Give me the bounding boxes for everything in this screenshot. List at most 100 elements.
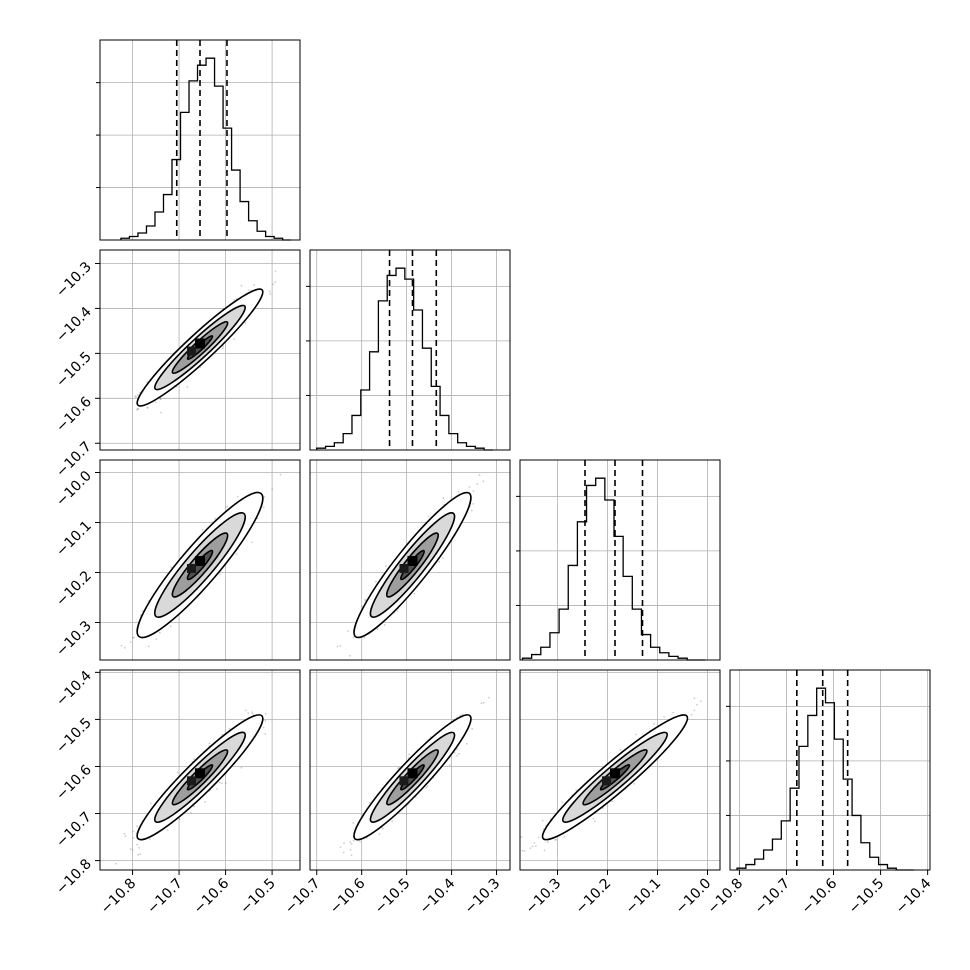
sample-point xyxy=(216,788,218,790)
sample-point xyxy=(537,836,540,839)
sample-point xyxy=(218,781,221,784)
sample-point xyxy=(663,716,665,718)
density-peak xyxy=(399,564,409,573)
sample-point xyxy=(426,785,429,787)
sample-point xyxy=(396,610,398,612)
sample-point xyxy=(339,846,342,849)
sample-point xyxy=(352,636,355,639)
sample-point xyxy=(348,654,351,657)
sample-point xyxy=(375,580,377,583)
sample-point xyxy=(453,751,456,754)
joint-inner xyxy=(520,697,702,853)
sample-point xyxy=(129,641,132,643)
sample-point xyxy=(448,764,451,766)
sample-point xyxy=(459,714,462,717)
sample-point xyxy=(193,758,195,760)
joint-panel-3-2 xyxy=(519,669,721,871)
sample-point xyxy=(349,849,352,851)
panel-frame xyxy=(309,249,511,451)
panel-frame xyxy=(99,459,301,661)
sample-point xyxy=(240,766,243,769)
sample-point xyxy=(349,841,352,844)
sample-point xyxy=(339,645,342,647)
sample-point xyxy=(159,397,162,400)
density-peak xyxy=(407,768,418,779)
sample-point xyxy=(224,782,227,785)
sample-point xyxy=(272,283,275,286)
sample-point xyxy=(141,610,144,612)
sample-point xyxy=(264,712,267,715)
sample-point xyxy=(427,515,430,518)
sample-point xyxy=(563,835,566,838)
sample-point xyxy=(123,646,126,649)
sample-point xyxy=(137,853,140,856)
joint-inner xyxy=(120,473,282,649)
hist-step-line xyxy=(736,687,914,871)
sample-point xyxy=(132,830,135,833)
sample-point xyxy=(352,822,355,824)
sample-point xyxy=(134,395,137,398)
sample-point xyxy=(218,573,221,576)
sample-point xyxy=(133,636,135,639)
sample-point xyxy=(251,711,254,714)
sample-point xyxy=(456,748,458,751)
density-peak xyxy=(195,338,205,349)
sample-point xyxy=(186,386,189,388)
sample-point xyxy=(132,837,135,839)
panel-frame xyxy=(99,249,301,451)
hist-panel-bg xyxy=(520,460,720,660)
sample-point xyxy=(136,825,138,828)
panel-frame xyxy=(99,669,301,871)
sample-point xyxy=(263,496,266,498)
sample-point xyxy=(147,645,150,648)
sample-point xyxy=(176,771,179,774)
sample-point xyxy=(425,786,428,789)
sample-point xyxy=(115,862,117,865)
hist-panel-bg xyxy=(730,670,930,870)
sample-point xyxy=(193,805,196,808)
sample-point xyxy=(456,754,458,757)
density-peak xyxy=(195,556,205,566)
sample-point xyxy=(458,752,460,755)
sample-point xyxy=(352,839,355,842)
sample-point xyxy=(378,833,381,835)
density-peak xyxy=(195,768,205,779)
sample-point xyxy=(635,733,637,736)
sample-point xyxy=(383,624,386,626)
panel-frame xyxy=(99,39,301,241)
sample-point xyxy=(271,488,274,491)
sample-point xyxy=(359,840,361,843)
sample-point xyxy=(457,490,460,493)
sample-point xyxy=(398,766,400,769)
sample-point xyxy=(347,630,349,632)
hist-panel-2 xyxy=(516,459,721,661)
joint-panel-3-0 xyxy=(99,669,301,871)
sample-point xyxy=(468,486,471,488)
sample-point xyxy=(240,284,243,287)
joint-inner xyxy=(115,709,267,865)
sample-point xyxy=(274,281,277,283)
sample-point xyxy=(159,631,161,634)
sample-point xyxy=(397,767,399,770)
sample-point xyxy=(178,818,181,820)
sample-point xyxy=(236,495,239,498)
sample-point xyxy=(235,553,238,555)
sample-point xyxy=(476,483,479,485)
joint-panel-2-0 xyxy=(99,459,301,661)
sample-point xyxy=(160,411,163,414)
sample-point xyxy=(169,625,172,628)
sample-point xyxy=(131,849,134,851)
density-peak xyxy=(187,776,196,786)
sample-point xyxy=(214,517,217,520)
sample-point xyxy=(120,644,123,647)
sample-point xyxy=(208,742,211,745)
sample-point xyxy=(222,345,225,347)
sample-point xyxy=(391,820,394,823)
sample-point xyxy=(269,292,272,295)
joint-inner xyxy=(134,270,277,414)
hist-step-line xyxy=(316,267,493,451)
sample-point xyxy=(441,557,444,560)
sample-point xyxy=(226,505,229,508)
sample-point xyxy=(653,723,655,725)
